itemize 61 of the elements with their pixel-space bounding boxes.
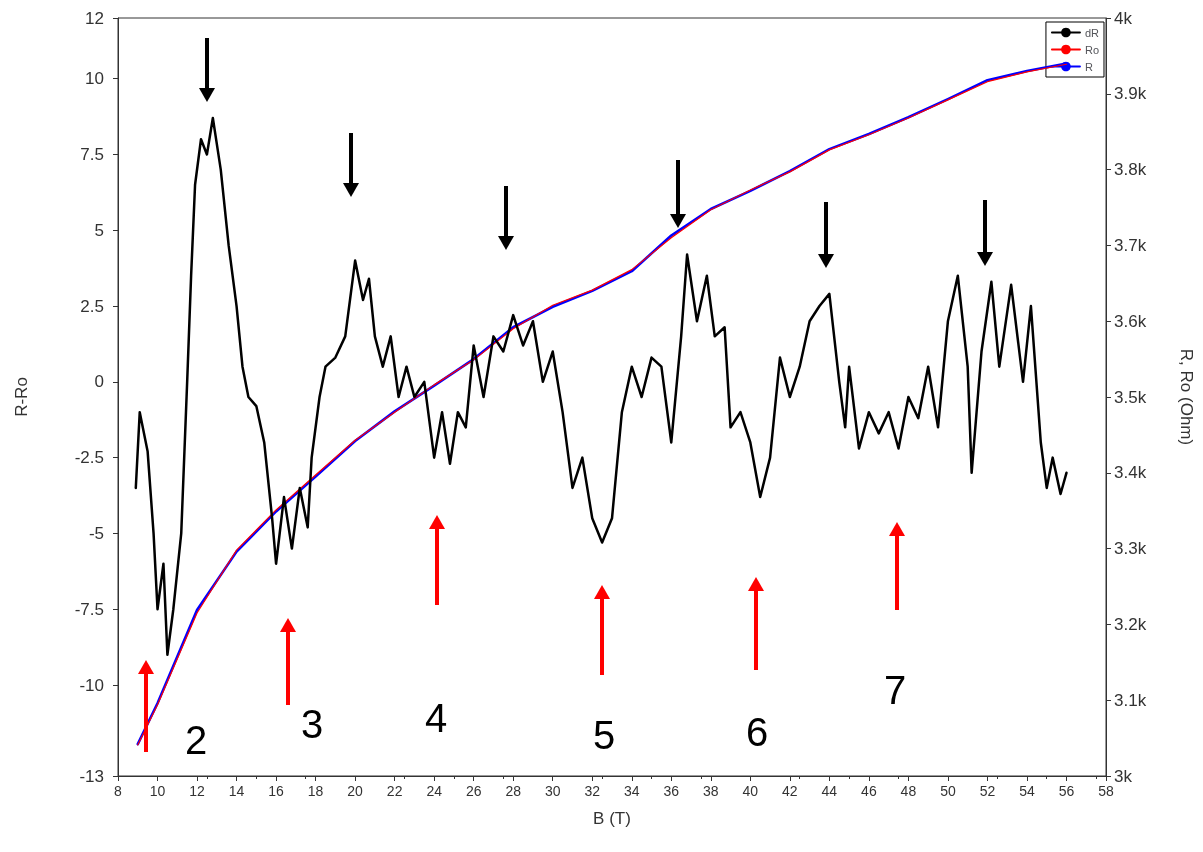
legend-label: R [1084, 60, 1093, 73]
x-tick-label: 58 [1098, 783, 1114, 799]
x-tick-label: 10 [149, 783, 166, 799]
y-tick-label: 5 [94, 220, 104, 240]
x-tick-label: 50 [940, 783, 956, 799]
x-tick-label: 22 [386, 783, 403, 799]
annotation: 3 [300, 702, 324, 746]
x-tick-label: 40 [742, 783, 759, 799]
y-tick-label: -2.5 [74, 448, 104, 468]
x-tick-label: 56 [1058, 783, 1075, 799]
x-tick-label: 32 [584, 783, 601, 799]
x-tick-label: 8 [114, 783, 123, 799]
y2-tick-label: 3.9k [1114, 84, 1147, 104]
x-tick-label: 36 [663, 783, 680, 799]
x-tick-label: 34 [623, 783, 640, 799]
x-tick-label: 52 [979, 783, 996, 799]
y2-tick-label: 3.8k [1114, 160, 1147, 180]
y-axis-title: R-Ro [12, 377, 31, 417]
legend-label: Ro [1084, 43, 1099, 56]
y2-tick-label: 3.2k [1114, 614, 1147, 634]
y2-tick-label: 3.1k [1114, 690, 1147, 710]
y-tick-label: -5 [88, 523, 104, 543]
x-axis-title: B (T) [593, 809, 631, 828]
y2-tick-label: 4k [1114, 8, 1133, 28]
y2-tick-label: 3.7k [1114, 235, 1147, 255]
x-tick-label: 20 [347, 783, 364, 799]
y-tick-label: 0 [94, 372, 104, 392]
y2-tick-label: 3k [1114, 766, 1133, 786]
x-tick-label: 12 [189, 783, 206, 799]
x-tick-label: 26 [465, 783, 482, 799]
y2-tick-label: 3.5k [1114, 387, 1147, 407]
x-tick-label: 42 [782, 783, 798, 799]
x-tick-label: 16 [268, 783, 285, 799]
x-tick-label: 14 [228, 783, 245, 799]
y-tick-label: -13 [79, 766, 104, 786]
y-tick-label: 12 [85, 8, 104, 28]
annotation: 6 [745, 710, 769, 754]
y2-tick-label: 3.3k [1114, 539, 1147, 559]
y-tick-label: -10 [79, 675, 104, 695]
y-tick-label: 2.5 [80, 296, 104, 316]
annotation: 7 [883, 668, 907, 712]
legend-label: dR [1084, 26, 1100, 39]
x-tick-label: 48 [900, 783, 917, 799]
y2-tick-label: 3.6k [1114, 311, 1147, 331]
annotation: 5 [592, 713, 616, 757]
line-series [134, 116, 1068, 656]
y2-tick-label: 3.4k [1114, 463, 1147, 483]
x-tick-label: 18 [307, 783, 324, 799]
x-tick-label: 38 [703, 783, 719, 799]
y-tick-label: 10 [85, 69, 104, 89]
x-tick-label: 46 [861, 783, 877, 799]
y2-axis-title: R, Ro (Ohm) [1177, 348, 1196, 446]
x-tick-label: 28 [505, 783, 522, 799]
annotation: 4 [424, 696, 448, 740]
x-tick-label: 54 [1019, 783, 1035, 799]
x-tick-label: 24 [426, 783, 443, 799]
y-tick-label: 7.5 [80, 144, 104, 164]
y-tick-label: -7.5 [74, 599, 104, 619]
x-tick-label: 44 [821, 783, 838, 799]
annotation: 2 [184, 718, 208, 762]
x-tick-label: 30 [544, 783, 561, 799]
